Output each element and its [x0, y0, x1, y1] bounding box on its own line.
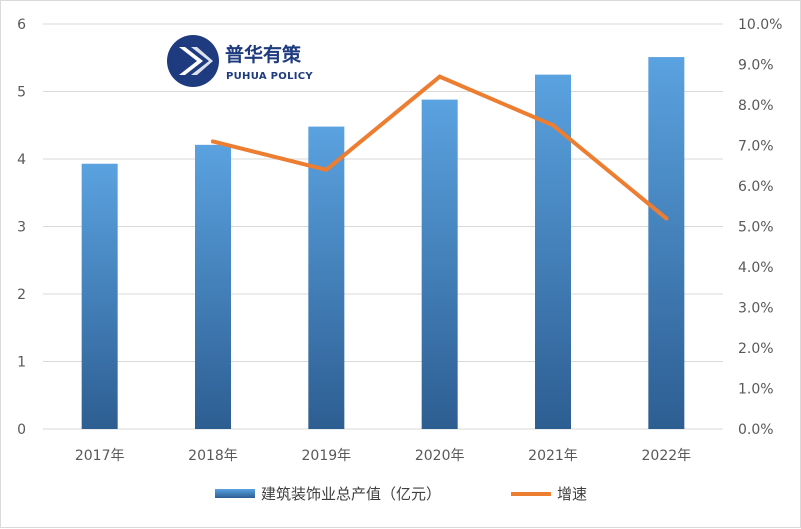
growth-point: [324, 167, 329, 172]
logo-chevron-icon-2: [191, 47, 213, 75]
bar: [195, 144, 231, 429]
x-tick-label: 2022年: [642, 448, 692, 464]
growth-point: [551, 123, 555, 128]
growth-point: [664, 216, 669, 221]
y-right-tick-label: 9.0%: [738, 58, 774, 74]
bar: [81, 163, 118, 429]
y-axis-left: 0 1 2 3 4 5 6: [17, 17, 26, 438]
bar: [421, 99, 458, 429]
y-left-tick-label: 0: [17, 422, 26, 438]
x-tick-label: 2021年: [528, 448, 578, 464]
logo-name-en: PUHUA POLICY: [226, 71, 313, 82]
legend-bar-label: 建筑装饰业总产值（亿元）: [261, 485, 441, 503]
bar: [308, 126, 345, 429]
bar: [648, 57, 685, 429]
legend-line-label: 增速: [557, 485, 587, 503]
y-left-tick-label: 5: [17, 85, 26, 101]
y-left-tick-label: 2: [17, 287, 26, 303]
y-axis-right: 0.0% 1.0% 2.0% 3.0% 4.0% 5.0% 6.0% 7.0% 8.0% 9.0%…: [738, 17, 782, 438]
y-right-tick-label: 4.0%: [738, 260, 774, 276]
line-series: [211, 74, 669, 221]
growth-point: [211, 139, 215, 144]
growth-point: [437, 74, 442, 79]
logo-circle-icon: [167, 35, 219, 87]
x-tick-label: 2019年: [302, 448, 352, 464]
y-right-tick-label: 2.0%: [738, 341, 774, 357]
y-right-tick-label: 7.0%: [738, 139, 774, 155]
y-right-tick-label: 8.0%: [738, 98, 774, 114]
logo: 普华有策 PUHUA POLICY: [167, 35, 313, 87]
y-right-tick-label: 5.0%: [738, 220, 774, 236]
x-tick-label: 2018年: [188, 448, 238, 464]
legend-bar-swatch: [215, 489, 255, 498]
legend: 建筑装饰业总产值（亿元） 增速: [215, 485, 587, 503]
logo-name-cn: 普华有策: [225, 43, 302, 66]
x-tick-label: 2020年: [415, 448, 465, 464]
y-right-tick-label: 1.0%: [738, 382, 774, 398]
y-left-tick-label: 1: [17, 355, 26, 371]
y-right-tick-label: 10.0%: [738, 17, 782, 33]
y-left-tick-label: 4: [17, 152, 26, 168]
x-axis: 2017年 2018年 2019年 2020年 2021年 2022年: [75, 448, 691, 464]
x-tick-label: 2017年: [75, 448, 125, 464]
y-left-tick-label: 6: [17, 17, 26, 33]
bar-series: [81, 57, 685, 429]
logo-chevron-icon: [179, 47, 203, 75]
gridlines: [43, 23, 723, 430]
y-right-tick-label: 6.0%: [738, 179, 774, 195]
y-left-tick-label: 3: [17, 220, 26, 236]
y-right-tick-label: 0.0%: [738, 422, 774, 438]
y-right-tick-label: 3.0%: [738, 301, 774, 317]
